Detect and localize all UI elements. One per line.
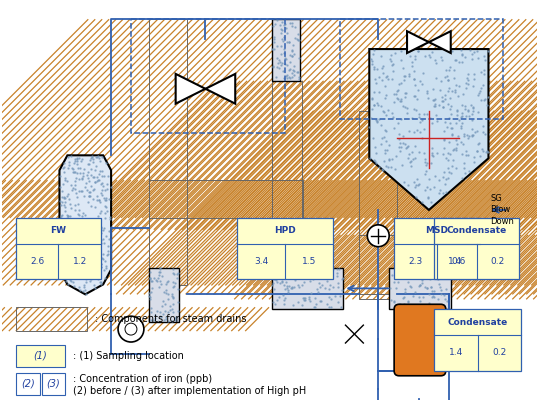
Circle shape bbox=[125, 323, 137, 335]
Bar bbox=[360, 111, 397, 294]
Text: 2.3: 2.3 bbox=[409, 257, 423, 266]
Polygon shape bbox=[59, 155, 111, 294]
Text: (2) before / (3) after implementation of High pH: (2) before / (3) after implementation of… bbox=[73, 386, 307, 396]
Circle shape bbox=[367, 225, 389, 247]
Bar bbox=[272, 81, 302, 230]
Bar bbox=[16, 345, 65, 367]
Text: : Concentration of iron (ppb): : Concentration of iron (ppb) bbox=[73, 374, 212, 384]
FancyBboxPatch shape bbox=[394, 304, 446, 376]
Circle shape bbox=[118, 316, 144, 342]
Polygon shape bbox=[407, 31, 429, 53]
Bar bbox=[340, 19, 503, 119]
Text: (3): (3) bbox=[47, 379, 60, 389]
Text: HPD: HPD bbox=[274, 226, 296, 235]
Bar bbox=[360, 235, 397, 299]
Text: FW: FW bbox=[51, 226, 66, 235]
Text: 1.5: 1.5 bbox=[301, 257, 316, 266]
Text: Condensate: Condensate bbox=[447, 318, 508, 327]
Polygon shape bbox=[205, 74, 235, 104]
Bar bbox=[149, 19, 186, 286]
Text: MSD: MSD bbox=[425, 226, 448, 235]
Bar bbox=[360, 111, 397, 294]
Text: (1): (1) bbox=[34, 351, 47, 361]
Polygon shape bbox=[369, 49, 488, 210]
Text: 3.4: 3.4 bbox=[254, 257, 268, 266]
Text: (2): (2) bbox=[21, 379, 34, 389]
Bar bbox=[394, 218, 480, 279]
Text: 1.2: 1.2 bbox=[73, 257, 87, 266]
Bar bbox=[360, 235, 397, 299]
Bar bbox=[42, 373, 65, 395]
Bar bbox=[16, 218, 101, 279]
Bar bbox=[272, 267, 343, 309]
Text: 1.4: 1.4 bbox=[448, 257, 462, 266]
Text: : (1) Sampling location: : (1) Sampling location bbox=[73, 351, 184, 361]
Bar bbox=[272, 19, 300, 81]
Bar bbox=[16, 307, 87, 331]
Bar bbox=[434, 309, 521, 371]
Text: Condensate: Condensate bbox=[446, 226, 507, 235]
Polygon shape bbox=[176, 74, 205, 104]
Bar bbox=[237, 218, 333, 279]
Text: 2.6: 2.6 bbox=[30, 257, 44, 266]
Bar bbox=[149, 267, 178, 322]
Bar bbox=[149, 180, 303, 218]
Bar bbox=[149, 180, 303, 218]
Text: 0.2: 0.2 bbox=[492, 348, 507, 357]
Bar bbox=[389, 267, 451, 309]
Bar bbox=[131, 19, 285, 134]
Text: 0.6: 0.6 bbox=[451, 257, 465, 266]
Text: Down: Down bbox=[490, 217, 514, 226]
Text: Blow: Blow bbox=[490, 205, 511, 215]
Bar bbox=[149, 19, 186, 286]
Bar bbox=[16, 373, 39, 395]
Text: SG: SG bbox=[490, 194, 502, 203]
Text: : Components for steam drains: : Components for steam drains bbox=[95, 314, 247, 324]
Text: 0.2: 0.2 bbox=[491, 257, 505, 266]
Bar bbox=[16, 307, 87, 331]
Polygon shape bbox=[429, 31, 451, 53]
Text: 1.4: 1.4 bbox=[448, 348, 463, 357]
Bar bbox=[272, 81, 302, 230]
Bar bbox=[434, 218, 519, 279]
